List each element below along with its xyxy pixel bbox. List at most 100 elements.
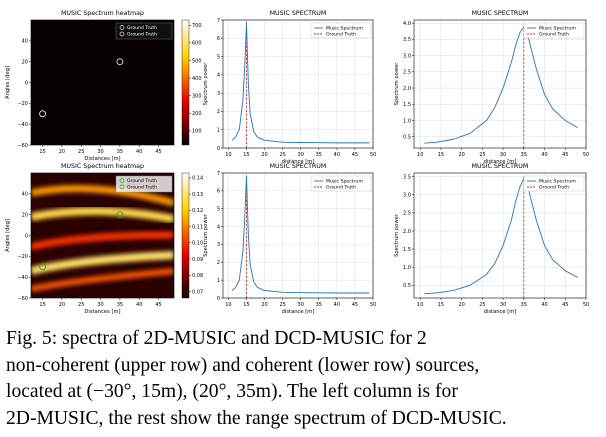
colorbar-tick-label: 500 — [192, 58, 202, 64]
legend-label: Ground Truth — [127, 32, 157, 38]
x-tick-label: 25 — [479, 302, 485, 308]
x-tick-label: 15 — [243, 302, 249, 308]
x-tick-label: 15 — [438, 152, 444, 158]
plot-frame — [222, 172, 374, 299]
x-tick-label: 20 — [261, 152, 267, 158]
heatmap-noncoherent: MUSIC Spectrum heatmap 15 20 25 30 35 40 45 40 20… — [5, 10, 202, 162]
ground-truth-marker-1 — [116, 58, 124, 66]
x-tick-label: 40 — [136, 302, 142, 308]
y-tick-label: 7 — [217, 171, 220, 177]
x-tick-label: 45 — [352, 302, 358, 308]
heatmap-background — [31, 20, 174, 145]
y-tick-label: 0 — [217, 296, 220, 302]
x-tick-label: 45 — [155, 149, 161, 155]
x-tick-label: 30 — [298, 152, 304, 158]
legend-box — [115, 22, 173, 40]
y-tick-label: −40 — [17, 122, 28, 128]
x-tick-label: 20 — [59, 149, 65, 155]
y-tick-label: 4 — [217, 73, 220, 79]
y-tick-label: 2 — [217, 260, 220, 266]
x-tick-label: 20 — [458, 152, 464, 158]
heatmap-coherent: MUSIC Spectrum heatmap 15 20 25 30 35 40 45 40 20… — [5, 163, 203, 315]
legend-label: Music Spectrum — [326, 26, 363, 32]
y-tick-label: −40 — [17, 275, 28, 281]
plot-frame — [413, 172, 587, 299]
legend-label: Ground Truth — [326, 185, 356, 191]
legend-marker — [119, 25, 125, 30]
y-tick-label: 3 — [217, 242, 220, 248]
colorbar-tick-label: 0.11 — [192, 224, 203, 230]
caption-line-1: Fig. 5: spectra of 2D-MUSIC and DCD-MUSI… — [6, 328, 427, 349]
y-tick-label: 3.5 — [403, 37, 411, 43]
y-tick-label: 40 — [22, 192, 28, 198]
colorbar — [181, 172, 190, 299]
legend-marker — [119, 31, 125, 37]
y-tick-label: 1 — [217, 128, 220, 134]
legend-label: Ground Truth — [127, 178, 157, 184]
heatmap-band-2 — [31, 207, 174, 223]
x-tick-label: 30 — [500, 152, 506, 158]
music-spectrum-line — [424, 26, 578, 144]
x-tick-label: 25 — [279, 302, 285, 308]
legend-label: Music Spectrum — [539, 179, 576, 185]
heatmap-band-3 — [31, 231, 174, 251]
colorbar-tick-label: 0.14 — [192, 176, 203, 182]
legend-label: Music Spectrum — [539, 26, 576, 32]
y-tick-label: 0.5 — [403, 283, 411, 289]
y-tick-label: 3 — [217, 91, 220, 97]
legend-label: Ground Truth — [539, 32, 569, 38]
plot-frame — [222, 19, 374, 149]
y-tick-label: 5 — [217, 54, 220, 60]
y-tick-label: 0 — [217, 146, 220, 152]
x-tick-label: 25 — [279, 152, 285, 158]
x-tick-label: 40 — [334, 302, 340, 308]
y-tick-label: 2 — [217, 109, 220, 115]
x-tick-label: 50 — [583, 152, 589, 158]
plot-background — [414, 173, 586, 298]
y-tick-label: −20 — [17, 101, 28, 107]
y-tick-label: 1.0 — [403, 265, 411, 271]
colorbar — [181, 19, 190, 146]
y-tick-label: 6 — [217, 36, 220, 42]
x-tick-label: 15 — [39, 302, 45, 308]
legend-marker — [119, 184, 125, 190]
y-tick-label: −20 — [17, 254, 28, 260]
x-tick-label: 30 — [500, 302, 506, 308]
plot-background — [414, 20, 586, 148]
x-tick-label: 20 — [261, 302, 267, 308]
x-tick-label: 45 — [562, 302, 568, 308]
y-tick-label: 2.5 — [403, 70, 411, 76]
x-tick-label: 45 — [352, 152, 358, 158]
legend-label: Ground Truth — [127, 185, 157, 191]
y-tick-label: 0 — [25, 233, 28, 239]
colorbar-tick-label: 0.08 — [192, 273, 203, 279]
x-axis-label: distance [m] — [282, 159, 315, 165]
music-spectrum-line — [231, 23, 370, 144]
ground-truth-marker-2 — [39, 263, 47, 271]
y-axis-label: Spectrum power — [203, 213, 209, 257]
legend-box — [310, 175, 372, 192]
y-axis-label: Spectrum power — [203, 62, 209, 106]
x-tick-label: 15 — [438, 302, 444, 308]
x-tick-label: 40 — [136, 149, 142, 155]
y-tick-label: 20 — [22, 59, 28, 65]
x-tick-label: 40 — [334, 152, 340, 158]
x-tick-label: 25 — [78, 149, 84, 155]
x-tick-label: 30 — [298, 302, 304, 308]
x-tick-label: 50 — [370, 302, 376, 308]
legend-label: Ground Truth — [539, 185, 569, 191]
caption-line-4: 2D-MUSIC, the rest show the range spectr… — [6, 407, 507, 429]
x-tick-label: 35 — [316, 152, 322, 158]
x-tick-label: 10 — [417, 152, 423, 158]
y-tick-label: 1.5 — [403, 102, 411, 108]
x-tick-label: 35 — [117, 149, 123, 155]
x-tick-label: 25 — [78, 302, 84, 308]
x-tick-label: 35 — [521, 302, 527, 308]
y-tick-label: 1.0 — [403, 118, 411, 124]
chart-title: MUSIC SPECTRUM — [472, 10, 529, 17]
x-tick-label: 50 — [370, 152, 376, 158]
y-axis-label: Spectrum power — [394, 62, 400, 106]
x-tick-label: 10 — [225, 302, 231, 308]
legend-label: Music Spectrum — [326, 179, 363, 185]
